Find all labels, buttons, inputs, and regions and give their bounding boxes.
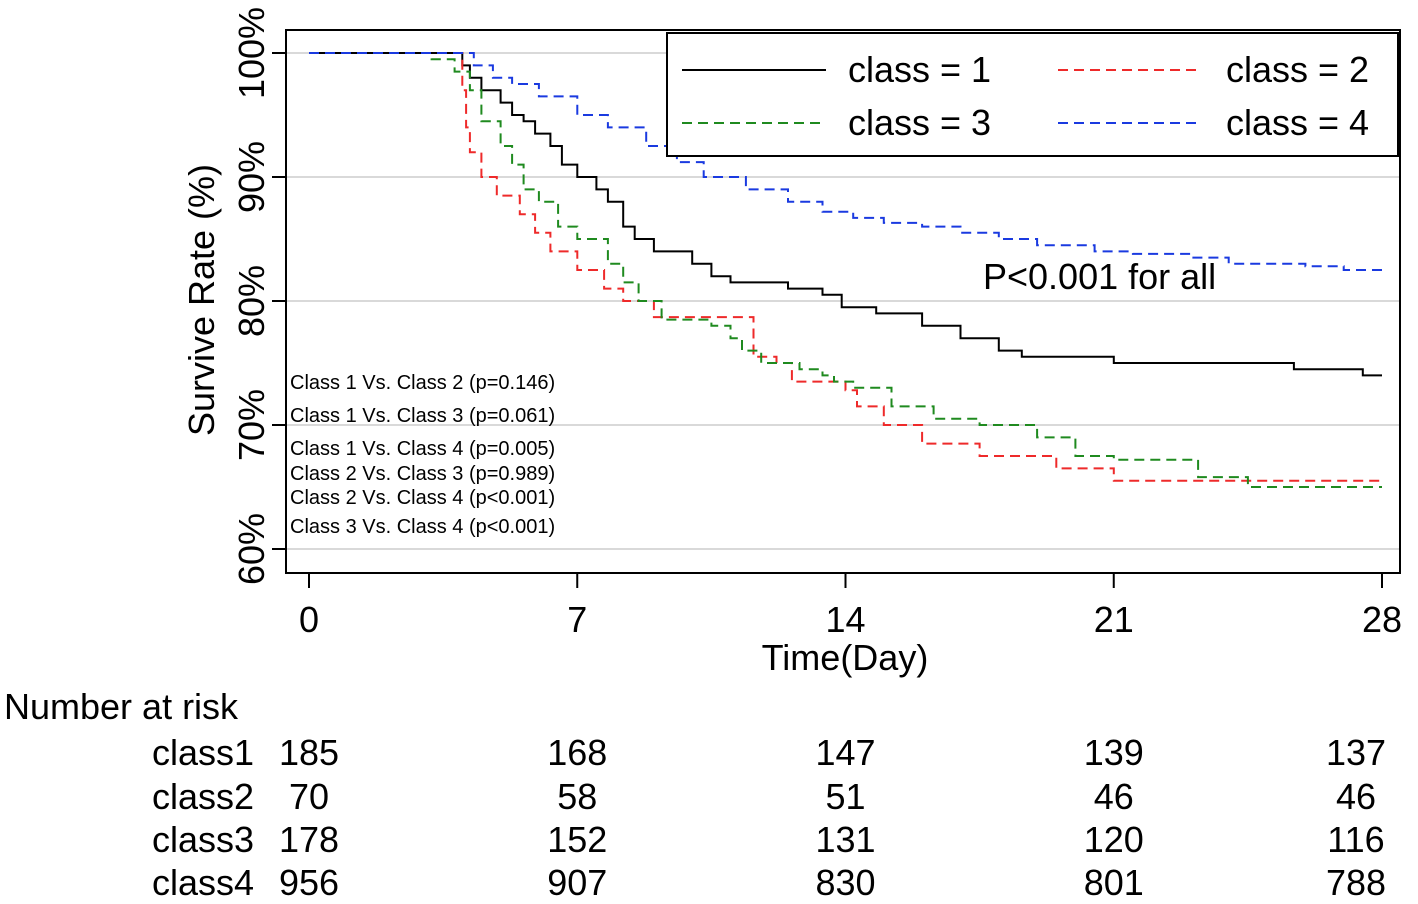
risk-cell: 51 (825, 776, 866, 817)
risk-row-label: class4 (151, 862, 254, 903)
x-tick-label: 7 (567, 599, 587, 640)
y-tick-label: 90% (231, 141, 272, 213)
x-tick-label: 0 (299, 599, 319, 640)
y-tick-label: 100% (231, 7, 272, 99)
risk-cell: 137 (1325, 732, 1387, 773)
curve-layer (309, 52, 1382, 488)
risk-cell: 907 (547, 862, 608, 903)
legend-label-class-4: class = 4 (1226, 102, 1369, 143)
legend-label-class-1: class = 1 (848, 49, 991, 90)
risk-cell: 131 (815, 819, 876, 860)
risk-cell: 178 (278, 819, 340, 860)
risk-cell: 116 (1327, 819, 1385, 860)
p-value-annotation: P<0.001 for all (983, 256, 1216, 297)
axis-layer: 60% 70% 80% 90% 100% 0 7 14 21 28 (231, 7, 1402, 640)
x-tick-label: 14 (825, 599, 865, 640)
risk-cell: 58 (557, 776, 598, 817)
km-curve-class-3 (309, 52, 1382, 488)
pairwise-test: Class 3 Vs. Class 4 (p<0.001) (290, 516, 555, 538)
legend-box (666, 32, 1399, 157)
pairwise-test: Class 1 Vs. Class 3 (p=0.061) (290, 405, 555, 427)
pairwise-test: Class 1 Vs. Class 4 (p=0.005) (290, 438, 555, 460)
risk-cell: 168 (547, 732, 608, 773)
legend-label-class-2: class = 2 (1226, 49, 1369, 90)
risk-cell: 46 (1335, 776, 1377, 817)
y-tick-label: 60% (231, 513, 272, 585)
risk-cell: 152 (547, 819, 608, 860)
risk-cell: 139 (1083, 732, 1144, 773)
risk-table-title: Number at risk (4, 686, 239, 727)
km-curve-class-4 (309, 52, 1382, 271)
risk-cell: 120 (1083, 819, 1144, 860)
risk-row-label: class3 (151, 819, 254, 860)
y-tick-label: 80% (231, 265, 272, 337)
x-tick-label: 21 (1094, 599, 1134, 640)
risk-cell: 830 (815, 862, 876, 903)
risk-cell: 147 (815, 732, 876, 773)
pairwise-test: Class 2 Vs. Class 4 (p<0.001) (290, 487, 555, 509)
risk-row-label: class2 (151, 776, 254, 817)
risk-cell: 788 (1325, 862, 1387, 903)
legend-label-class-3: class = 3 (848, 102, 991, 143)
y-tick-label: 70% (231, 389, 272, 461)
risk-cell: 801 (1083, 862, 1144, 903)
risk-cell: 956 (278, 862, 340, 903)
pairwise-tests: Class 1 Vs. Class 2 (p=0.146) Class 1 Vs… (290, 372, 555, 538)
x-axis-label: Time(Day) (762, 637, 929, 678)
risk-cell: 185 (278, 732, 340, 773)
risk-row-label: class1 (151, 732, 254, 773)
pairwise-test: Class 1 Vs. Class 2 (p=0.146) (290, 372, 555, 394)
pairwise-test: Class 2 Vs. Class 3 (p=0.989) (290, 463, 555, 485)
y-axis-label: Survive Rate (%) (181, 164, 222, 436)
x-tick-label: 28 (1362, 599, 1402, 640)
km-curve-class-1 (309, 52, 1382, 377)
legend: class = 1 class = 2 class = 3 class = 4 (666, 32, 1399, 157)
risk-cell: 70 (288, 776, 330, 817)
risk-cell: 46 (1093, 776, 1134, 817)
